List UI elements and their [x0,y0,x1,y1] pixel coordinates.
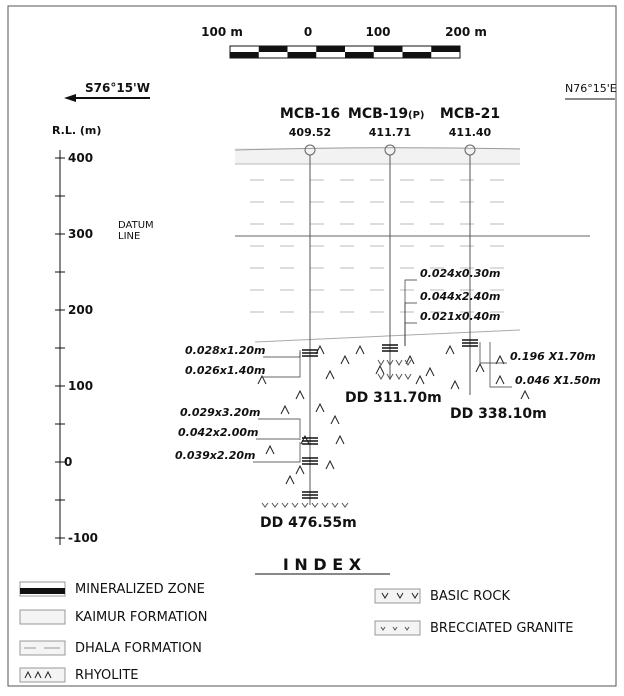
datum-label: DATUM [118,220,154,231]
borehole-rl: 411.71 [369,126,411,139]
intercept-label: 0.026x1.40m [185,364,266,377]
datum-label: LINE [118,231,140,242]
direction-left: S76°15'W [85,81,150,95]
intercept-label: 0.042x2.00m [178,426,259,439]
scale-segment [403,52,432,58]
index-label: MINERALIZED ZONE [75,582,205,597]
depth-label: DD 338.10m [450,406,547,422]
scale-segment [288,52,317,58]
borehole-suffix: (P) [408,110,424,121]
tick-label: 100 [68,379,93,393]
depth-label: DD 476.55m [260,515,357,531]
intercept-label: 0.044x2.40m [420,290,501,303]
tick-label: -100 [68,531,98,545]
intercept-label: 0.024x0.30m [420,267,501,280]
direction-right: N76°15'E [565,82,617,95]
scale-segment [374,46,403,52]
index-label: KAIMUR FORMATION [75,610,208,625]
tick-label: 400 [68,151,93,165]
borehole-name: MCB-16 [280,106,340,122]
index-label: DHALA FORMATION [75,641,202,656]
borehole-name: MCB-21 [440,106,500,122]
kaimur-band [235,148,520,164]
tick-label: 300 [68,227,93,241]
intercept-label: 0.046 X1.50m [515,374,601,387]
cross-section: 100 m 0 100 200 m S76°15'W N76°15'E R.L. (m) 40… [0,0,624,692]
depth-label: DD 311.70m [345,390,442,406]
index-label: BASIC ROCK [430,589,510,604]
axis-title: R.L. (m) [52,124,101,137]
index-label: BRECCIATED GRANITE [430,621,574,636]
intercept-label: 0.039x2.20m [175,449,256,462]
intercept-label: 0.196 X1.70m [510,350,596,363]
index-swatch [20,610,65,624]
tick-label: 200 [68,303,93,317]
scale-segment [259,46,288,52]
scale-segment [345,52,374,58]
scale-label: 100 m [201,25,243,39]
index-label: RHYOLITE [75,668,139,683]
intercept-label: 0.028x1.20m [185,344,266,357]
scale-segment [431,46,460,52]
scale-segment [316,46,345,52]
borehole-rl: 411.40 [449,126,492,139]
scale-label: 200 m [445,25,487,39]
scale-label: 0 [304,25,312,39]
scale-label: 100 [365,25,390,39]
index-title: I N D E X [283,555,362,574]
borehole-name: MCB-19 [348,106,408,122]
tick-label: 0 [64,455,72,469]
scale-segment [230,52,259,58]
intercept-label: 0.021x0.40m [420,310,501,323]
borehole-rl: 409.52 [289,126,331,139]
intercept-label: 0.029x3.20m [180,406,261,419]
swatch-ore [20,588,65,594]
